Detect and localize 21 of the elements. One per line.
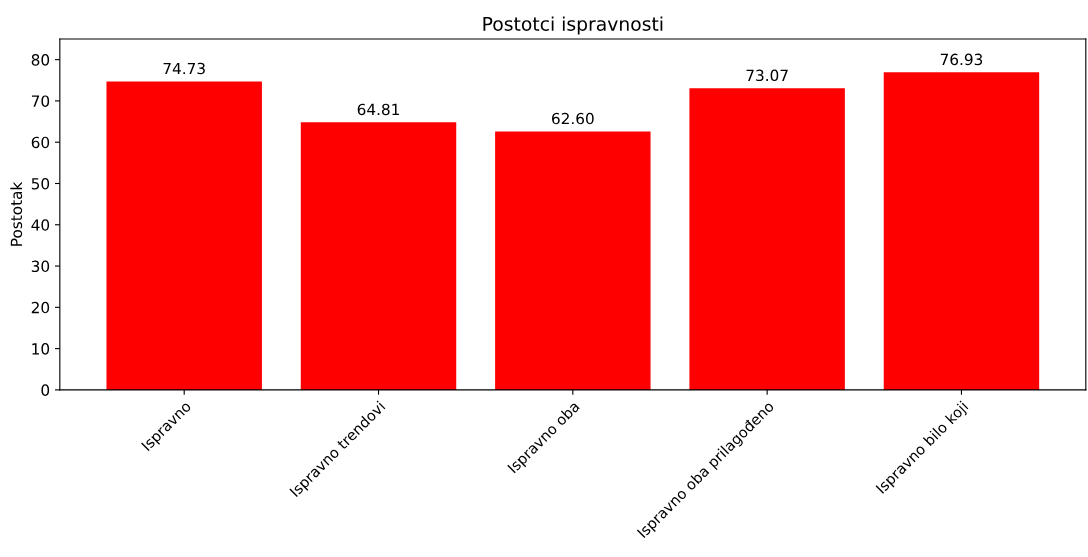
bar bbox=[106, 81, 262, 390]
chart-title: Postotci ispravnosti bbox=[483, 16, 663, 35]
y-tick-label: 80 bbox=[31, 54, 50, 66]
y-tick-label: 0 bbox=[41, 384, 50, 396]
data-label: 76.93 bbox=[940, 53, 983, 66]
data-label: 74.73 bbox=[163, 62, 205, 75]
data-label: 64.81 bbox=[357, 103, 399, 116]
bar bbox=[300, 122, 457, 390]
y-tick-label: 10 bbox=[32, 343, 50, 355]
y-tick-label: 70 bbox=[31, 95, 50, 107]
y-tick-label: 30 bbox=[31, 260, 50, 273]
bar bbox=[883, 72, 1040, 390]
data-label: 62.60 bbox=[552, 112, 594, 125]
data-label: 73.07 bbox=[746, 69, 788, 82]
y-tick-label: 40 bbox=[31, 219, 50, 231]
y-tick-label: 20 bbox=[31, 301, 50, 314]
bar bbox=[689, 88, 845, 390]
y-tick-label: 50 bbox=[31, 177, 50, 190]
y-axis-title: Postotak bbox=[10, 181, 23, 246]
y-tick-label: 60 bbox=[31, 136, 50, 149]
bar bbox=[495, 131, 651, 390]
